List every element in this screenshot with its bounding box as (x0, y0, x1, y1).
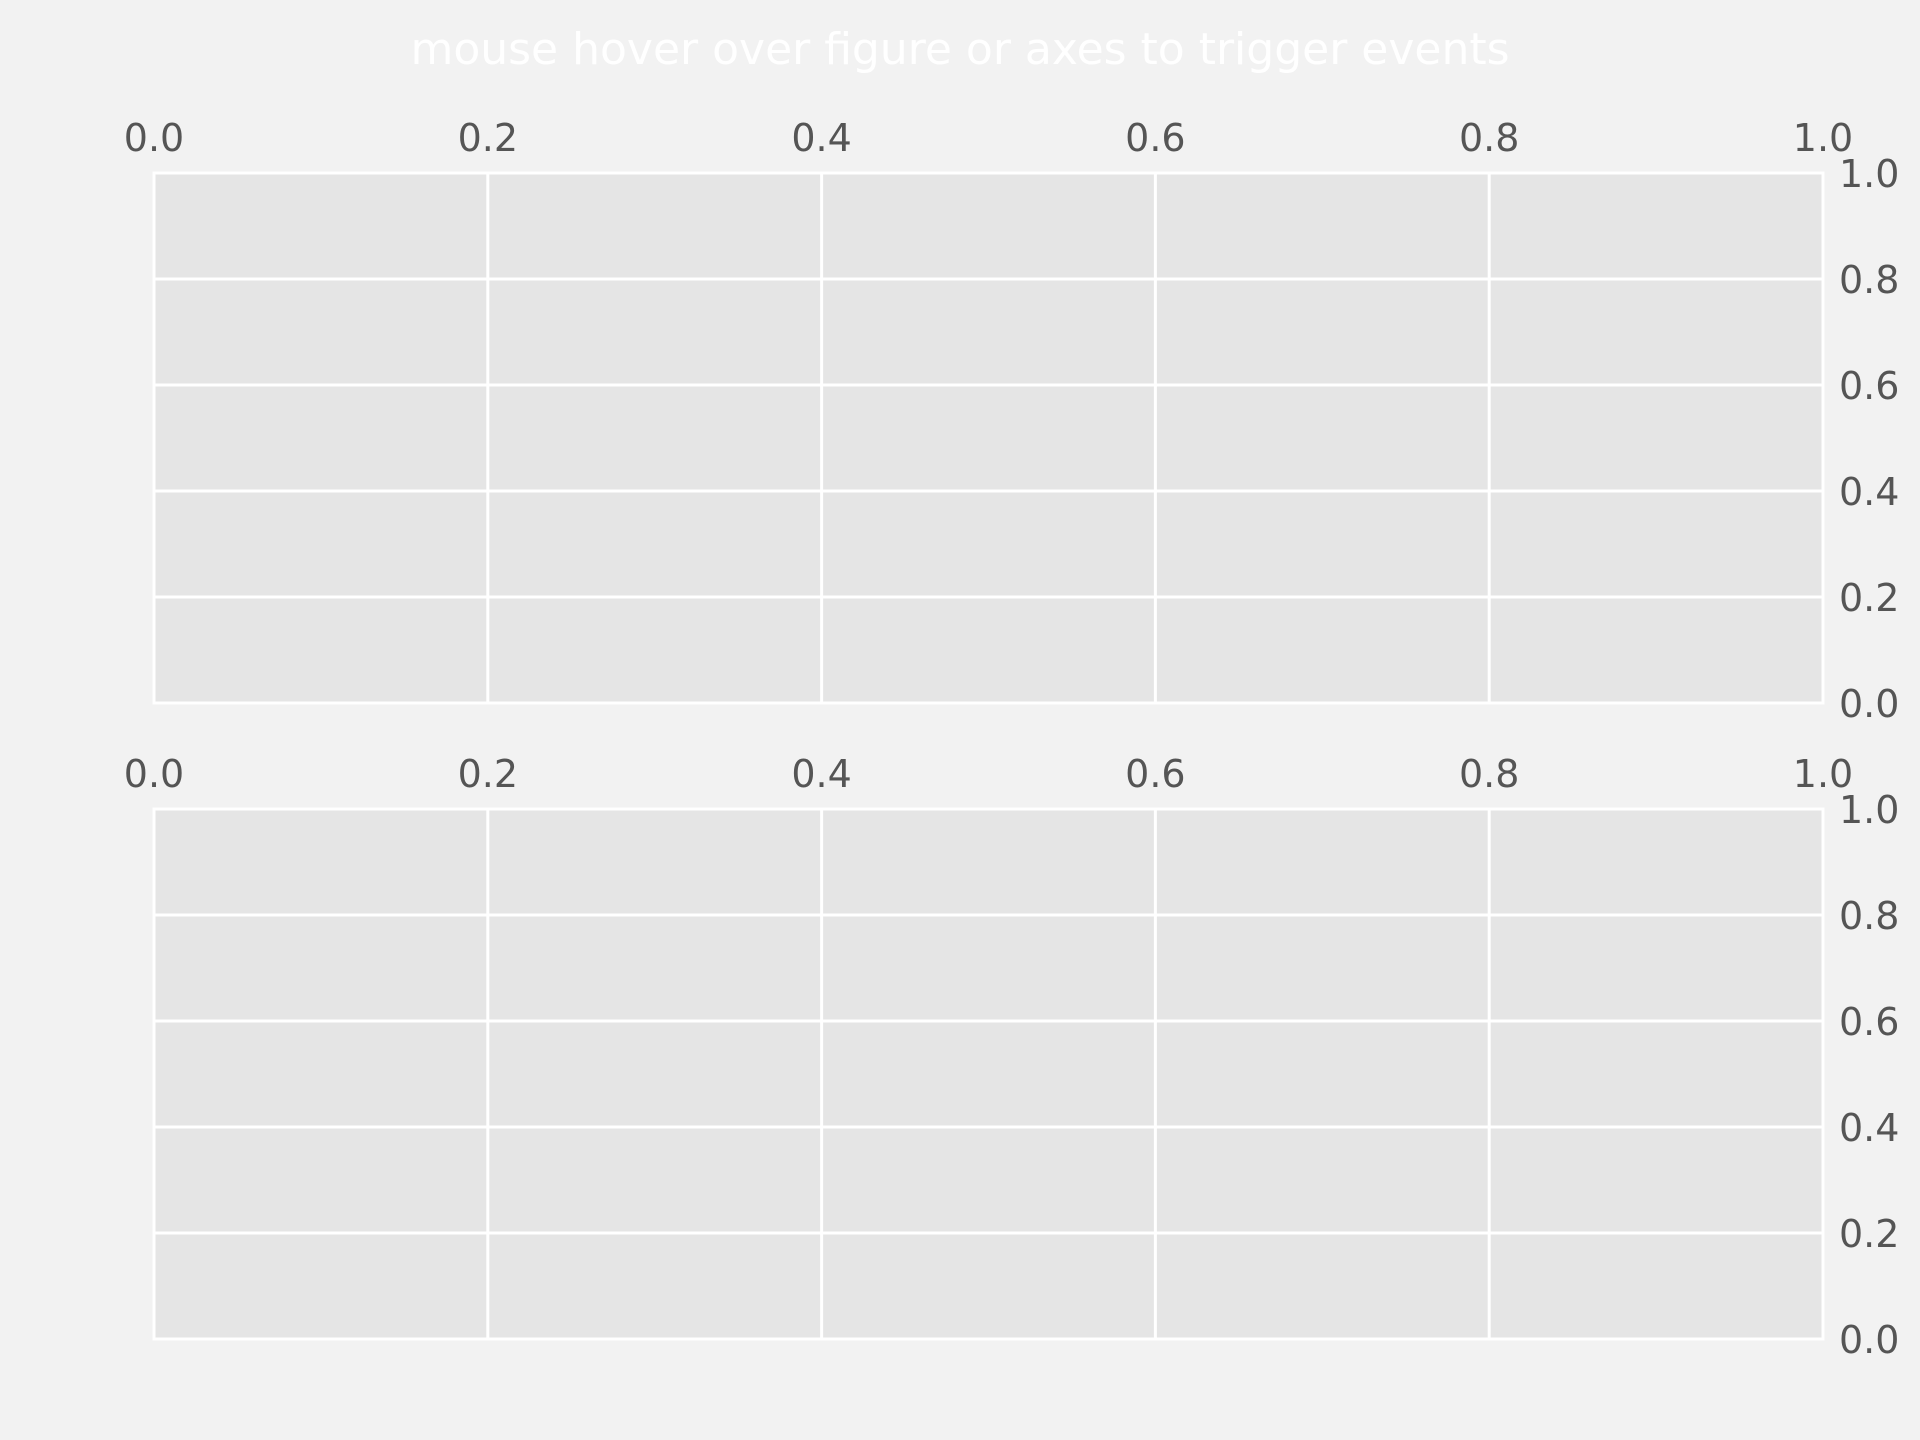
y-tick-label: 0.6 (1839, 1000, 1899, 1044)
x-tick-label: 1.0 (1793, 752, 1853, 796)
top-axes[interactable]: 0.0 0.2 0.4 0.6 0.8 1.0 0.0 0.2 0.4 0.6 0.8 1.0 (124, 116, 1900, 726)
x-tick-label: 0.2 (458, 116, 518, 160)
x-tick-label: 0.0 (124, 116, 184, 160)
y-tick-label: 1.0 (1839, 788, 1899, 832)
x-tick-label: 0.8 (1459, 116, 1519, 160)
y-tick-label: 0.8 (1839, 258, 1899, 302)
plot-area[interactable] (154, 809, 1823, 1339)
x-tick-label: 1.0 (1793, 116, 1853, 160)
x-tick-label: 0.4 (791, 752, 851, 796)
y-tick-label: 0.2 (1839, 1212, 1899, 1256)
x-tick-label: 0.6 (1125, 752, 1185, 796)
y-tick-label: 0.4 (1839, 470, 1899, 514)
y-tick-label: 0.2 (1839, 576, 1899, 620)
y-tick-label: 0.0 (1839, 1318, 1899, 1362)
y-tick-label: 0.4 (1839, 1106, 1899, 1150)
x-tick-label: 0.0 (124, 752, 184, 796)
axes-frame (152, 171, 1825, 705)
figure-title: mouse hover over figure or axes to trigg… (410, 24, 1509, 75)
plot-area[interactable] (154, 173, 1823, 703)
y-tick-label: 0.0 (1839, 682, 1899, 726)
x-tick-label: 0.8 (1459, 752, 1519, 796)
y-tick-label: 0.8 (1839, 894, 1899, 938)
axes-frame (152, 807, 1825, 1341)
x-tick-label: 0.6 (1125, 116, 1185, 160)
bottom-axes[interactable]: 0.0 0.2 0.4 0.6 0.8 1.0 0.0 0.2 0.4 0.6 0.8 1.0 (124, 752, 1900, 1362)
x-tick-label: 0.4 (791, 116, 851, 160)
y-tick-label: 0.6 (1839, 364, 1899, 408)
y-tick-label: 1.0 (1839, 152, 1899, 196)
x-tick-label: 0.2 (458, 752, 518, 796)
